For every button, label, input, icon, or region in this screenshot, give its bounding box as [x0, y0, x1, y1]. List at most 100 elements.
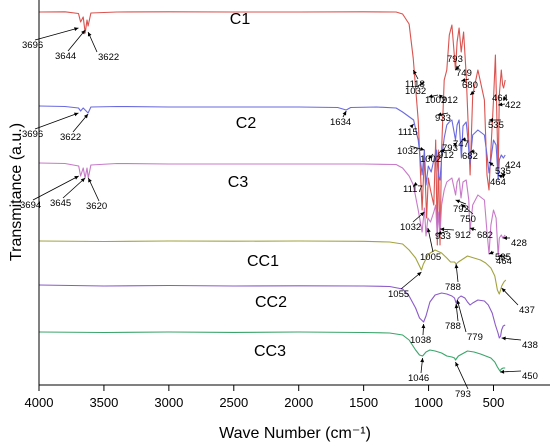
peak-annotation: 1055: [388, 271, 422, 300]
x-tick-label: 1000: [414, 395, 443, 410]
annotation-label: 793: [447, 54, 463, 65]
annotation-arrowhead: [87, 32, 92, 37]
annotation-label: 792: [453, 204, 469, 215]
annotation-label: 1046: [408, 373, 429, 384]
annotation-label: 464: [496, 256, 512, 267]
annotation-arrowhead: [453, 142, 457, 147]
annotation-arrowhead: [498, 102, 503, 107]
peak-annotation: 535: [488, 161, 511, 177]
annotation-label: 1117: [403, 184, 423, 195]
peak-annotation: 1118: [405, 69, 425, 90]
annotation-arrowhead: [437, 231, 442, 235]
peak-annotation: 1117: [403, 181, 423, 195]
peak-annotation: 464: [492, 93, 508, 107]
x-axis: 4000 3500 3000 2500 2000 1500 1000 500: [25, 0, 550, 410]
annotation-arrowhead: [499, 369, 505, 374]
peak-annotation: 793: [442, 142, 458, 154]
annotation-label: 788: [445, 321, 461, 332]
annotation-label: 3696: [22, 40, 43, 51]
peak-annotation: 450: [499, 369, 538, 382]
annotation-arrowhead: [461, 137, 466, 142]
peak-annotation: 464: [490, 174, 506, 188]
annotation-label: 912: [438, 150, 454, 161]
peak-annotation: 3696: [22, 112, 79, 140]
annotation-arrowhead: [413, 70, 417, 75]
annotation-arrowhead: [454, 264, 459, 269]
peak-annotation: 793: [455, 361, 471, 400]
annotation-arrowhead: [419, 82, 425, 86]
annotation-label: 682: [462, 151, 478, 162]
annotation-arrow: [427, 227, 434, 253]
annotation-arrowhead: [413, 181, 418, 186]
annotation-label: 535: [495, 166, 511, 177]
peak-annotation: 3694: [20, 175, 79, 211]
annotation-arrow: [456, 299, 467, 333]
series-line-c1: [38, 11, 506, 246]
peak-annotation: 3622: [60, 113, 89, 143]
annotation-arrowhead: [503, 96, 507, 101]
peak-annotation: 933: [435, 230, 451, 242]
peak-annotation: 792: [453, 199, 469, 215]
x-tick-label: 2000: [284, 395, 313, 410]
peak-annotation: 933: [435, 112, 451, 124]
annotation-arrowhead: [420, 358, 425, 363]
annotation-label: 1634: [330, 117, 351, 128]
annotation-label: 1032: [405, 86, 426, 97]
annotation-label: 750: [460, 214, 476, 225]
peak-annotation: 428: [502, 236, 527, 249]
annotation-label: 450: [522, 371, 538, 382]
annotation-arrow: [62, 177, 86, 199]
peak-annotation: 680: [462, 80, 478, 96]
series-line-cc3: [38, 331, 506, 372]
peak-annotation: 1032: [400, 211, 425, 233]
peak-annotation: 437: [501, 287, 535, 316]
annotation-label: 1002: [425, 95, 446, 106]
annotation-label: 1032: [400, 222, 421, 233]
annotation-label: 3644: [55, 51, 76, 62]
series-label-c2: C2: [236, 115, 257, 132]
peak-annotation: 749: [456, 68, 472, 82]
annotation-label: 1118: [405, 79, 425, 90]
annotation-label: 535: [488, 120, 504, 131]
x-axis-title: Wave Number (cm⁻¹): [219, 425, 371, 442]
annotation-label: 680: [462, 80, 478, 91]
series-layer: [38, 11, 507, 372]
annotation-label: 682: [477, 230, 493, 241]
annotation-arrowhead: [470, 90, 475, 95]
annotation-label: 747: [453, 139, 469, 150]
annotation-label: 1032: [397, 146, 418, 157]
annotation-label: 3694: [20, 200, 41, 211]
peak-annotation: 750: [460, 203, 476, 225]
annotation-arrowhead: [488, 250, 494, 255]
annotation-label: 793: [442, 143, 458, 154]
series-label-cc3: CC3: [254, 343, 286, 360]
annotation-label: 788: [445, 282, 461, 293]
annotation-arrowhead: [501, 336, 506, 341]
annotation-arrowhead: [501, 288, 506, 293]
annotation-label: 1005: [420, 252, 441, 263]
series-line-c3: [38, 162, 506, 257]
annotation-arrowhead: [454, 304, 459, 309]
peak-annotation: 438: [501, 336, 538, 351]
peak-annotation: 3620: [86, 177, 107, 212]
peak-annotation: 1046: [408, 357, 429, 384]
peak-annotation: 779: [456, 299, 483, 343]
peak-annotation: 1115: [398, 123, 418, 138]
peak-annotation: 788: [445, 263, 461, 293]
annotation-arrowhead: [469, 227, 475, 232]
annotation-arrowhead: [455, 65, 460, 70]
annotation-arrowhead: [74, 176, 79, 180]
annotation-label: 912: [455, 230, 471, 241]
peak-annotation: 464: [496, 254, 512, 267]
y-axis-title: Transmitance (a.u.): [8, 123, 25, 261]
annotation-arrowhead: [417, 272, 422, 277]
peak-annotation: 912: [438, 148, 454, 161]
annotation-arrowhead: [426, 228, 431, 233]
annotation-arrowhead: [409, 124, 414, 129]
annotation-arrowhead: [81, 30, 86, 35]
annotation-arrowhead: [342, 111, 347, 116]
peak-annotation: 1032: [397, 145, 425, 157]
annotation-arrowhead: [501, 173, 506, 178]
